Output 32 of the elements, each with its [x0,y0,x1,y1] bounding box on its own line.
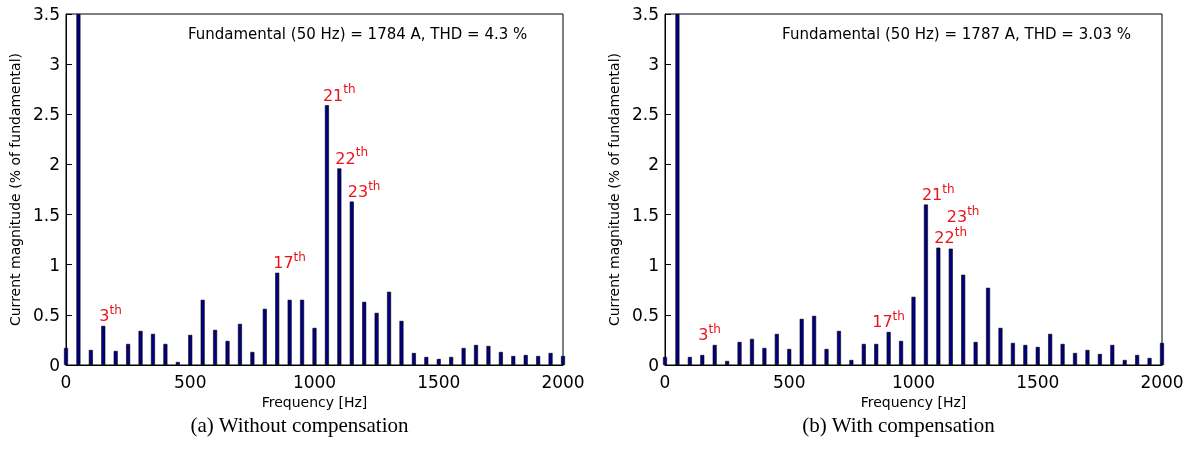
text: (b) With compensation [802,412,996,437]
y-tick-label: 3 [49,54,60,75]
y-tick-label: 1 [49,254,60,275]
x-tick-label: 2000 [1140,371,1184,392]
x-tick-label: 1500 [417,371,461,392]
y-axis-title: Current magnitude (% of fundamental) [7,52,23,327]
annotation: Fundamental (50 Hz) = 1787 A, THD = 3.03 % [782,24,1132,43]
x-tick-label: 2000 [541,371,585,392]
y-tick-label: 0 [648,355,659,375]
x-tick-label: 1500 [1016,371,1060,392]
x-tick-label: 500 [773,371,806,392]
y-tick-label: 3 [648,54,659,75]
annotation: Fundamental (50 Hz) = 1784 A, THD = 4.3 % [187,24,528,43]
y-tick-label: 0 [49,355,60,375]
y-tick-label: 1 [648,254,659,275]
y-tick-label: 2 [49,154,60,175]
x-tick-label: 500 [174,371,207,392]
y-tick-label: 0.5 [631,304,659,325]
y-tick-label: 3.5 [32,4,60,24]
x-tick-label: 1000 [891,371,936,392]
y-axis-title: Current magnitude (% of fundamental) [606,52,622,327]
y-tick-label: 2.5 [631,104,659,125]
y-tick-label: 2 [648,154,659,175]
x-tick-label: 1000 [292,371,337,392]
y-tick-label: 1.5 [631,204,659,225]
x-axis-title: Frequency [Hz] [860,393,967,410]
y-tick-label: 2.5 [32,104,60,125]
y-tick-label: 3.5 [631,4,659,24]
y-tick-label: 0.5 [32,304,60,325]
x-axis-title: Frequency [Hz] [261,393,368,410]
y-tick-label: 1.5 [32,204,60,225]
text: (a) Without compensation [190,412,410,437]
